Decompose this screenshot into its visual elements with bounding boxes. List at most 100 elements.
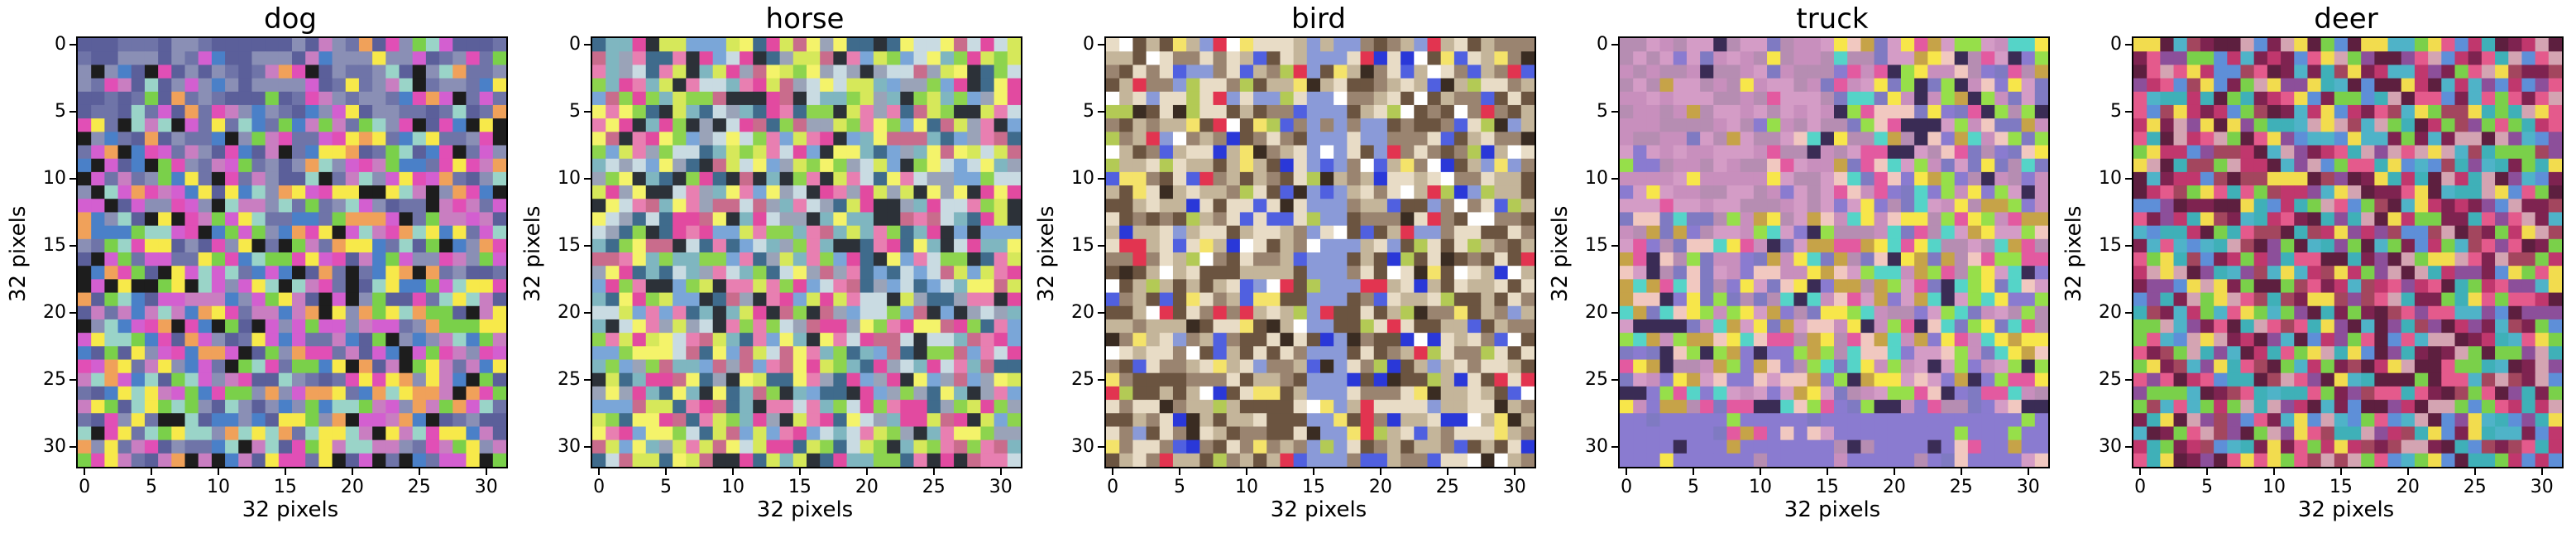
pixel: [372, 292, 386, 307]
pixel: [131, 171, 146, 186]
pixel: [1520, 333, 1535, 347]
pixel: [2414, 51, 2429, 65]
pixel: [2428, 78, 2442, 93]
pixel: [492, 199, 506, 213]
pixel: [994, 372, 1008, 387]
pixel: [425, 346, 440, 360]
pixel: [606, 104, 620, 119]
pixel: [712, 333, 727, 347]
pixel: [1994, 145, 2009, 160]
pixel: [1967, 413, 1982, 427]
pixel: [1994, 266, 2009, 280]
pixel: [1633, 199, 1647, 213]
pixel: [833, 104, 847, 119]
pixel: [1293, 145, 1308, 160]
pixel: [1753, 212, 1768, 227]
pixel: [712, 346, 727, 360]
pixel: [1507, 400, 1522, 414]
pixel: [144, 305, 159, 320]
pixel: [846, 78, 861, 93]
pixel: [1213, 279, 1228, 293]
pixel: [1994, 413, 2009, 427]
pixel: [466, 78, 481, 93]
pixel: [833, 252, 847, 266]
pixel: [1333, 400, 1348, 414]
pixel: [753, 78, 767, 93]
pixel: [967, 292, 981, 307]
pixel: [606, 225, 620, 240]
pixel: [452, 104, 467, 119]
pixel: [1414, 78, 1428, 93]
pixel: [887, 38, 901, 52]
pixel: [619, 78, 633, 93]
pixel: [859, 279, 874, 293]
pixel: [2214, 266, 2228, 280]
y-tick-mark: [1098, 111, 1104, 113]
pixel: [1620, 439, 1634, 454]
pixel: [466, 319, 481, 334]
pixel: [2428, 252, 2442, 266]
pixel: [2173, 104, 2188, 119]
pixel: [2441, 225, 2455, 240]
pixel: [619, 386, 633, 401]
pixel: [1834, 413, 1848, 427]
pixel: [2320, 171, 2335, 186]
pixel: [2521, 38, 2536, 52]
pixel: [1253, 439, 1267, 454]
pixel: [859, 158, 874, 173]
pixel: [1440, 104, 1455, 119]
pixel: [1280, 185, 1295, 199]
pixel: [632, 91, 647, 106]
pixel: [2281, 145, 2295, 160]
pixel: [2281, 132, 2295, 146]
pixel: [1213, 38, 1228, 52]
pixel: [1360, 225, 1375, 240]
pixel: [1293, 118, 1308, 132]
pixel: [1686, 78, 1701, 93]
pixel: [1007, 346, 1021, 360]
pixel: [2428, 319, 2442, 334]
pixel: [1700, 319, 1714, 334]
pixel: [184, 292, 199, 307]
pixel: [1320, 252, 1334, 266]
pixel: [1767, 38, 1781, 52]
pixel: [592, 199, 606, 213]
pixel: [1347, 199, 1361, 213]
pixel: [1494, 333, 1509, 347]
pixel: [1941, 78, 1956, 93]
pixel: [2267, 104, 2282, 119]
pixel: [1507, 38, 1522, 52]
pixel: [606, 78, 620, 93]
pixel: [292, 400, 306, 414]
pixel: [699, 453, 714, 467]
pixel: [833, 65, 847, 79]
pixel: [873, 158, 888, 173]
pixel: [1914, 305, 1928, 320]
pixel: [766, 292, 781, 307]
pixel: [846, 319, 861, 334]
pixel: [345, 413, 360, 427]
pixel: [1927, 104, 1942, 119]
pixel: [2200, 65, 2214, 79]
pixel: [1119, 372, 1133, 387]
pixel: [792, 91, 807, 106]
pixel: [2186, 292, 2201, 307]
pixel: [2240, 305, 2255, 320]
pixel: [1793, 439, 1808, 454]
pixel: [1293, 279, 1308, 293]
pixel: [171, 171, 185, 186]
pixel: [2021, 78, 2036, 93]
pixel: [104, 400, 118, 414]
pixel: [104, 118, 118, 132]
pixel: [198, 185, 213, 199]
pixel: [1900, 346, 1915, 360]
pixel: [372, 439, 386, 454]
pixel: [686, 118, 700, 132]
pixel: [2307, 346, 2322, 360]
pixel: [1646, 319, 1660, 334]
pixel: [658, 372, 673, 387]
pixel: [2307, 319, 2322, 334]
pixel: [900, 118, 914, 132]
pixel: [645, 118, 660, 132]
pixel: [1320, 145, 1334, 160]
